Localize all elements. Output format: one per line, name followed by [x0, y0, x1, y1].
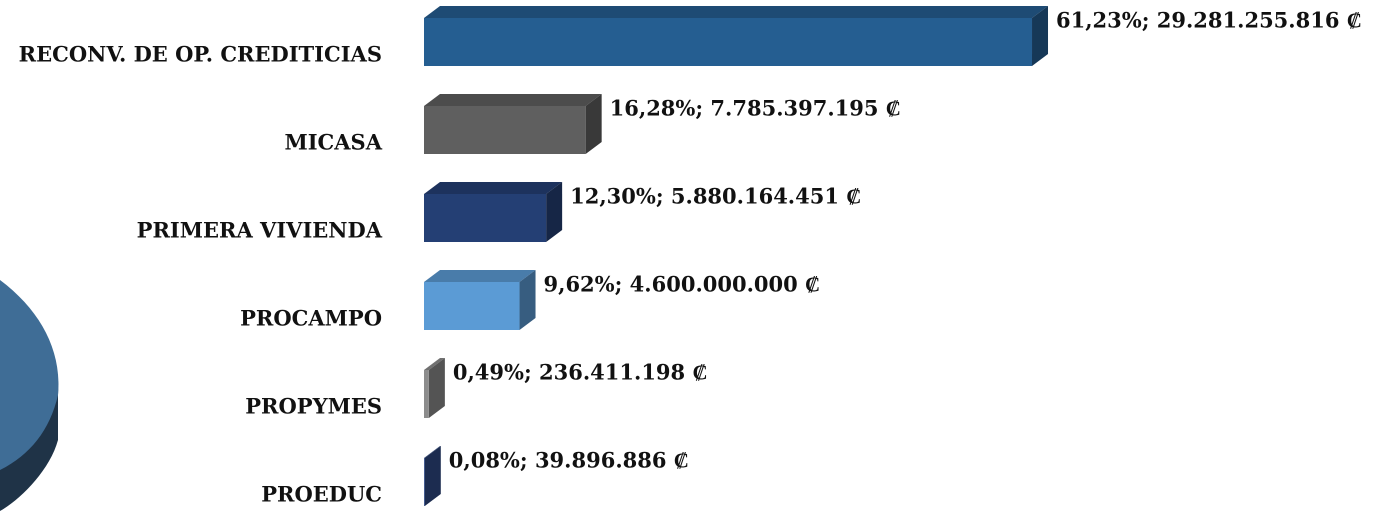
- bar: [424, 270, 536, 330]
- bar-top: [424, 6, 1049, 18]
- bar-top: [424, 182, 563, 194]
- bar-side: [428, 358, 445, 418]
- bar-front: [424, 194, 547, 242]
- value-label: 16,28%; 7.785.397.195 ₡: [610, 96, 901, 121]
- value-label: 12,30%; 5.880.164.451 ₡: [570, 184, 861, 209]
- bar: [424, 94, 602, 154]
- pie-top: [0, 280, 59, 470]
- category-label: PROCAMPO: [240, 306, 382, 331]
- bar-top: [424, 358, 445, 370]
- bar: [424, 182, 563, 242]
- bar-front: [424, 370, 429, 418]
- bar: [424, 358, 445, 418]
- category-label: MICASA: [284, 130, 382, 155]
- category-label: PROPYMES: [245, 394, 382, 419]
- bar-side: [519, 270, 536, 330]
- bar-side: [546, 182, 563, 242]
- bar: [424, 446, 441, 506]
- bar-side: [1032, 6, 1049, 66]
- pie-fragment: [0, 280, 59, 511]
- bar-front: [424, 18, 1033, 66]
- bar-top: [424, 270, 536, 282]
- category-label: RECONV. DE OP. CREDITICIAS: [19, 42, 382, 67]
- value-label: 9,62%; 4.600.000.000 ₡: [544, 272, 821, 297]
- bar-front: [424, 458, 425, 506]
- category-label: PROEDUC: [261, 482, 382, 507]
- value-label: 61,23%; 29.281.255.816 ₡: [1056, 8, 1362, 33]
- bar: [424, 6, 1049, 66]
- bar-side: [585, 94, 602, 154]
- value-label: 0,08%; 39.896.886 ₡: [449, 448, 689, 473]
- bar-top: [424, 94, 602, 106]
- category-label: PRIMERA VIVIENDA: [137, 218, 383, 243]
- value-label: 0,49%; 236.411.198 ₡: [453, 360, 708, 385]
- bar-front: [424, 282, 520, 330]
- bar-front: [424, 106, 586, 154]
- bar-top: [424, 446, 441, 458]
- bar-side: [424, 446, 441, 506]
